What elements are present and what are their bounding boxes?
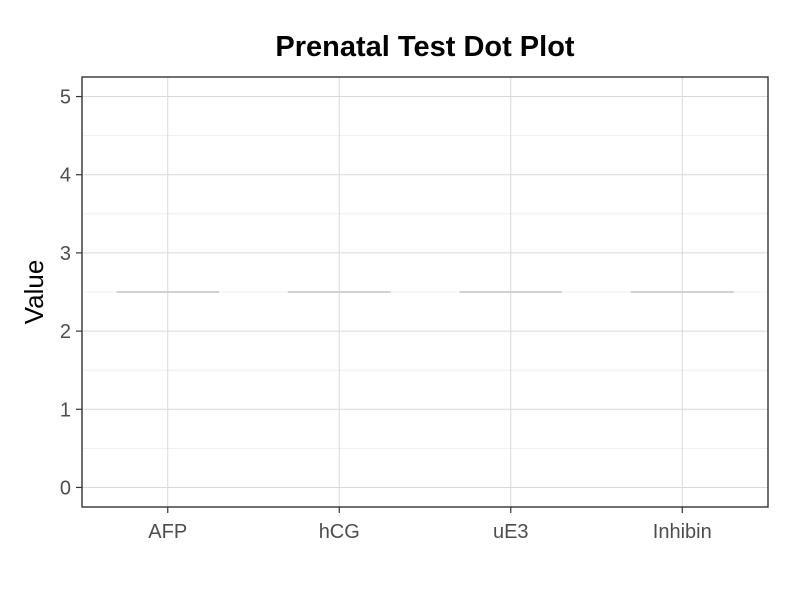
- y-tick-label: 5: [60, 87, 71, 109]
- x-tick-label-inhibin: Inhibin: [653, 521, 712, 543]
- y-tick-label: 4: [60, 165, 71, 187]
- x-tick-label-ue3: uE3: [493, 521, 529, 543]
- panel-border: [81, 76, 769, 508]
- x-axis: AFP hCG uE3 Inhibin: [148, 507, 712, 543]
- chart-title: Prenatal Test Dot Plot: [275, 31, 575, 63]
- y-tick-label: 0: [60, 477, 71, 499]
- x-tick-label-hcg: hCG: [319, 521, 360, 543]
- y-tick-label: 3: [60, 243, 71, 265]
- y-tick-label: 1: [60, 399, 71, 421]
- y-axis: 0 1 2 3 4 5: [60, 87, 82, 499]
- y-axis-label: Value: [19, 260, 49, 325]
- y-tick-label: 2: [60, 321, 71, 343]
- x-tick-label-afp: AFP: [148, 521, 187, 543]
